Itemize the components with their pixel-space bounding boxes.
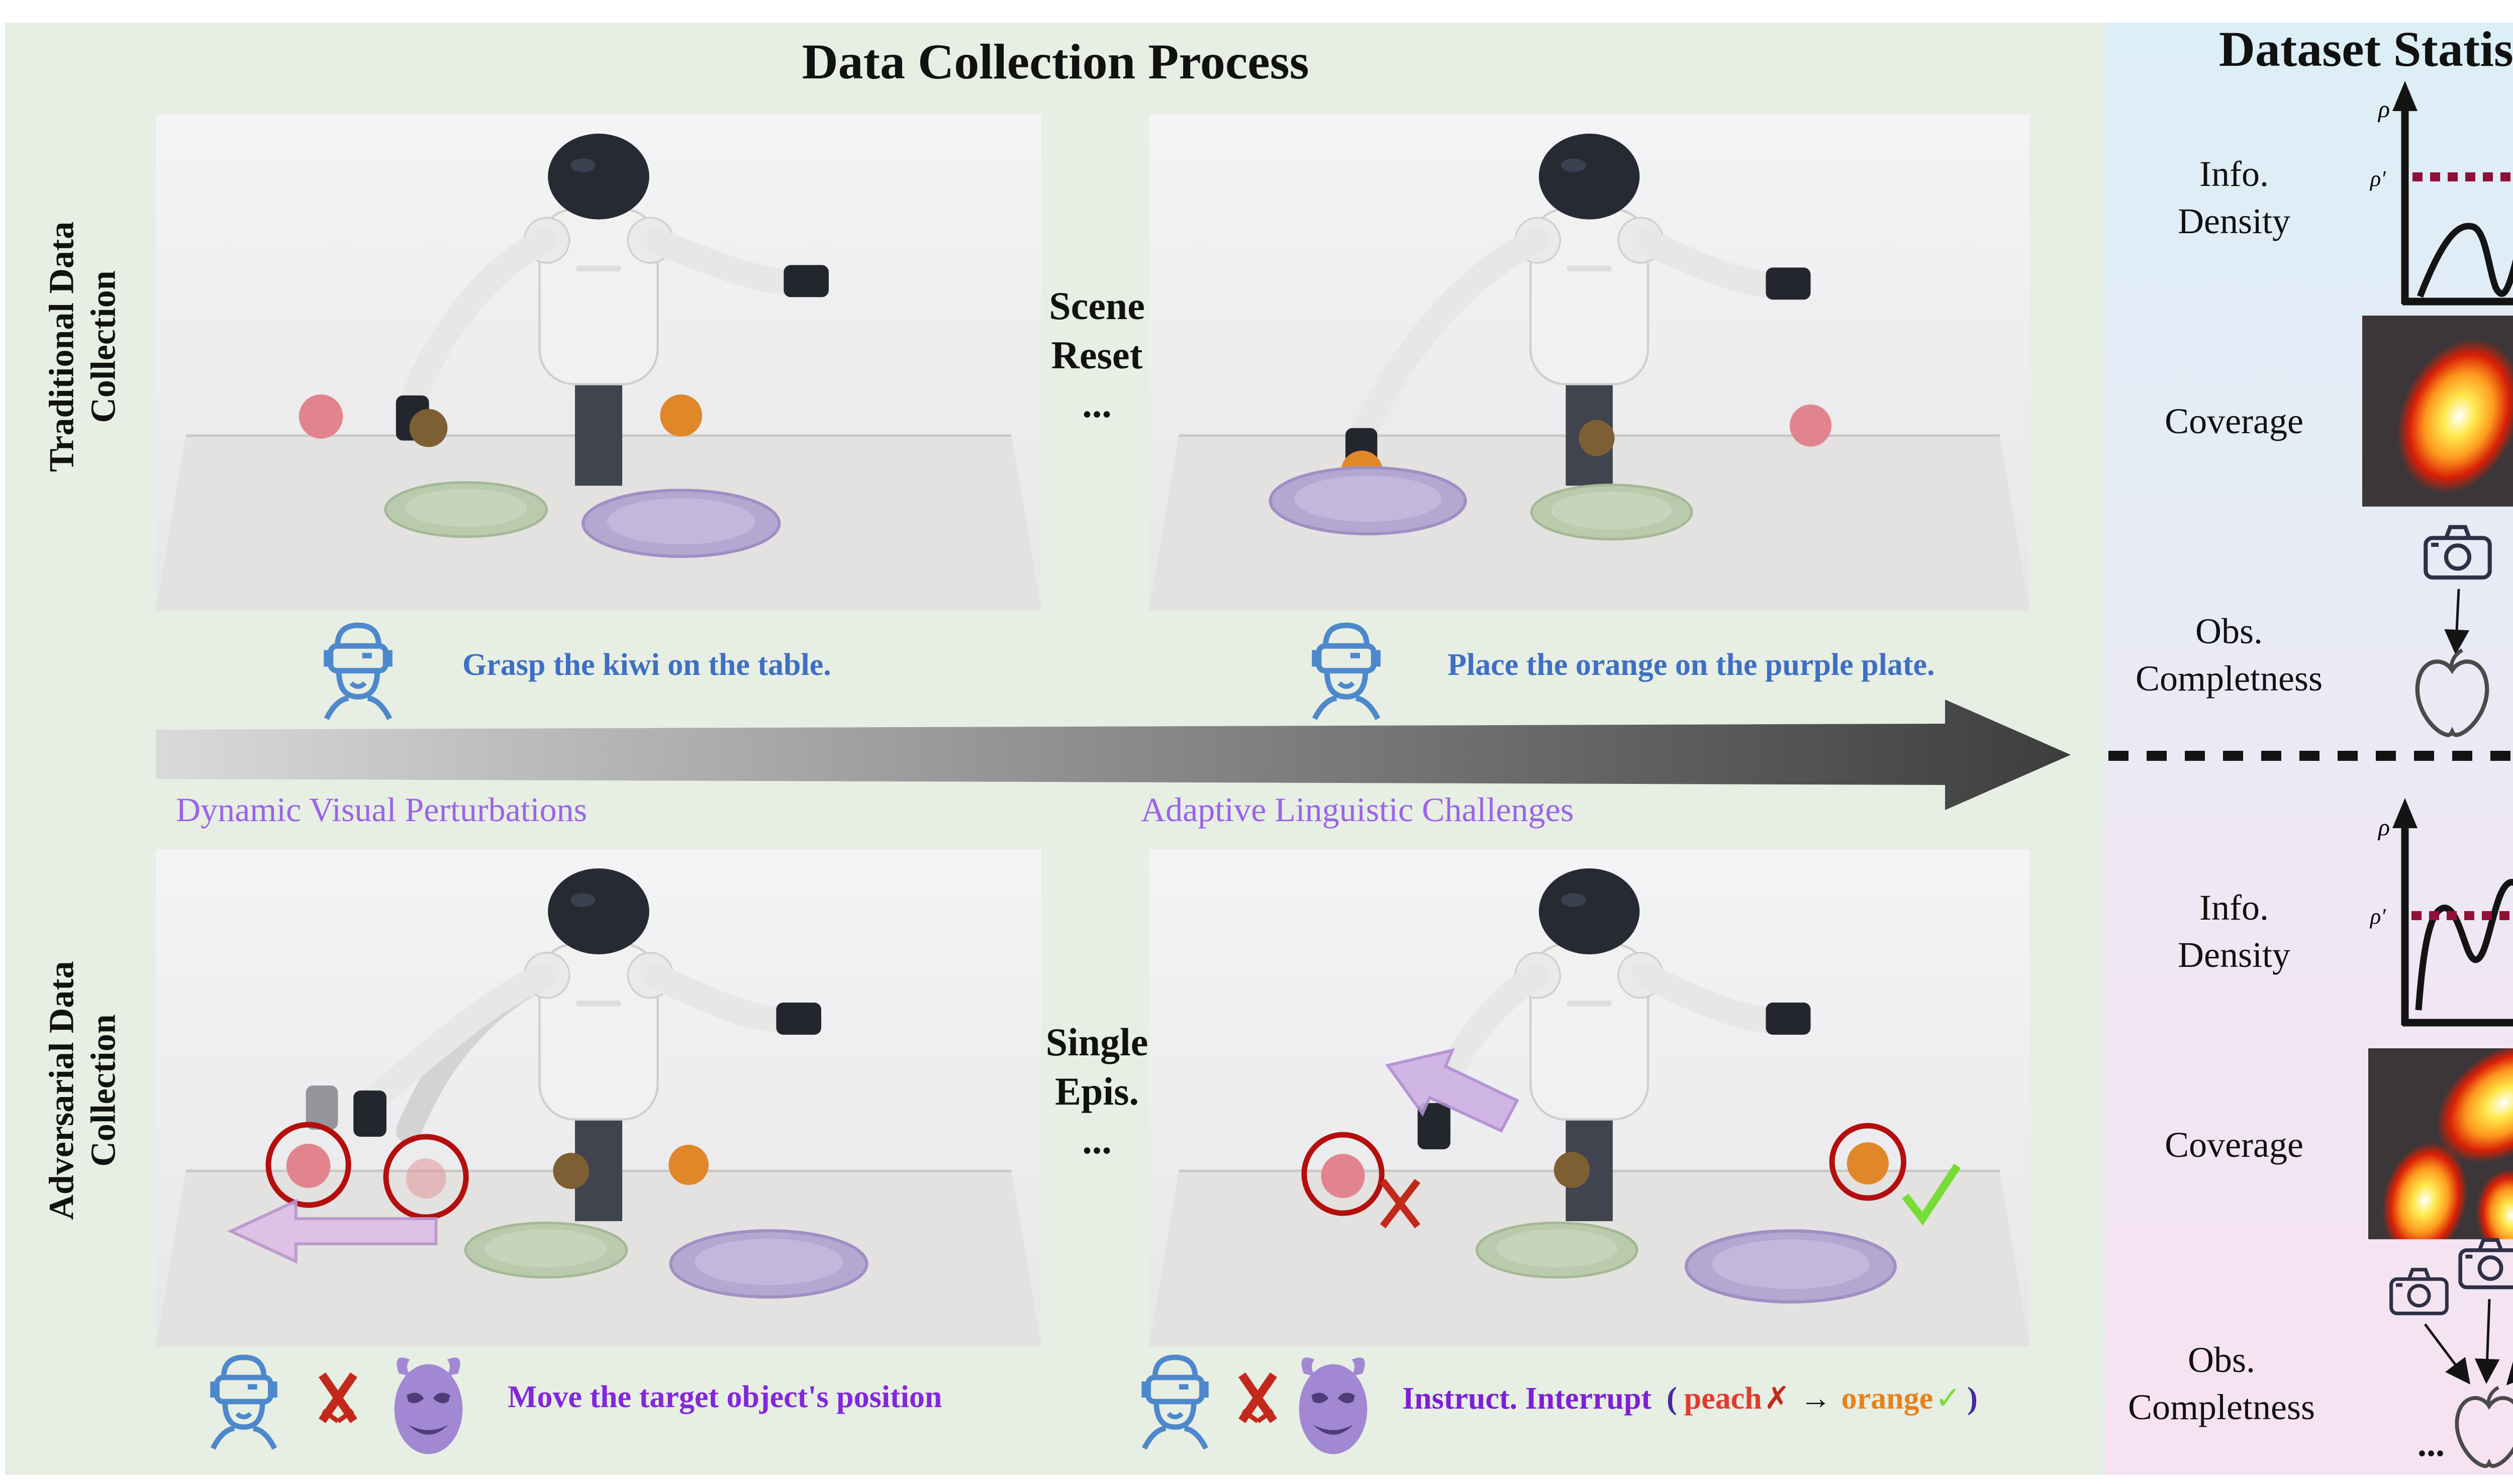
camera-icon xyxy=(2391,1269,2447,1313)
threshold-label: ρ′ xyxy=(2369,166,2386,191)
coverage-label-top: Coverage xyxy=(2165,401,2303,441)
cross-mark: ✗ xyxy=(1764,1379,1790,1416)
camera-icon xyxy=(2426,527,2489,577)
info-density-label-bottom: Info. Density xyxy=(2178,887,2290,975)
caption-place-orange: Place the orange on the purple plate. xyxy=(1447,648,1935,682)
adaptive-linguistic-challenges-heading: Adaptive Linguistic Challenges xyxy=(1141,790,1574,829)
scene-reset-note: Scene Reset ... xyxy=(1049,284,1145,426)
traditional-collection-label: Traditional Data Collection xyxy=(42,221,123,472)
info-density-plot-bottom: ρ ρ′ t xyxy=(2369,798,2513,1027)
more-cameras-ellipsis: ... xyxy=(2418,1424,2445,1464)
obs-completeness-label-top: Obs. Completness xyxy=(2136,611,2323,699)
devil-face-icon xyxy=(382,1347,475,1460)
threshold-label: ρ′ xyxy=(2369,904,2386,929)
photo-adversarial-linguistic-challenge xyxy=(1149,849,2029,1347)
apple-outline-icon xyxy=(2457,1388,2513,1466)
coverage-label-bottom: Coverage xyxy=(2165,1125,2303,1165)
arrow-glyph: → xyxy=(1800,1381,1831,1416)
apple-outline-icon xyxy=(2418,650,2487,735)
crossed-swords-icon xyxy=(1231,1364,1284,1432)
right-object-word: orange xyxy=(1841,1381,1934,1416)
single-episode-note: Single Epis. ... xyxy=(1045,1020,1148,1162)
paren-open: ( xyxy=(1666,1381,1677,1416)
info-density-label-top: Info. Density xyxy=(2178,154,2290,241)
process-title: Data Collection Process xyxy=(802,34,1309,89)
obs-completeness-diagram-top xyxy=(2362,518,2513,741)
y-axis-label: ρ xyxy=(2377,96,2390,123)
info-density-plot-top: ρ ρ′ t xyxy=(2369,81,2513,306)
vr-operator-icon xyxy=(204,1349,284,1450)
photo-adversarial-visual-perturbation xyxy=(156,849,1041,1347)
vr-operator-icon xyxy=(1135,1349,1215,1450)
devil-face-icon xyxy=(1287,1347,1380,1460)
obs-completeness-diagram-bottom: ... xyxy=(2342,1234,2513,1480)
photo-traditional-grasp-kiwi xyxy=(156,115,1041,611)
heat-blob xyxy=(2373,319,2513,507)
heat-blob xyxy=(2370,1133,2479,1239)
wrong-object-word: peach xyxy=(1684,1381,1762,1416)
paren-close: ) xyxy=(1967,1381,1978,1416)
caption-grasp-kiwi: Grasp the kiwi on the table. xyxy=(462,648,831,682)
interrupt-prefix: Instruct. Interrupt xyxy=(1402,1381,1652,1416)
coverage-heatmap-single-mode xyxy=(2362,316,2513,507)
dynamic-visual-perturbations-heading: Dynamic Visual Perturbations xyxy=(176,790,588,829)
caption-move-object: Move the target object's position xyxy=(508,1380,942,1414)
process-flow-arrow xyxy=(156,700,2071,810)
check-mark: ✓ xyxy=(1935,1379,1962,1416)
heat-blob xyxy=(2470,1164,2513,1239)
obs-completeness-label-bottom: Obs. Completness xyxy=(2128,1340,2315,1427)
y-axis-label: ρ xyxy=(2377,814,2390,841)
caption-instruct-interrupt: Instruct. Interrupt ( peach ✗ → orange ✓… xyxy=(1402,1379,1978,1417)
section-divider-dashed xyxy=(2108,751,2513,761)
adversarial-collection-label: Adversarial Data Collection xyxy=(42,961,123,1220)
camera-icon xyxy=(2460,1240,2513,1287)
crossed-swords-icon xyxy=(312,1364,364,1432)
stats-title: Dataset Statistics xyxy=(2218,21,2513,77)
photo-traditional-place-orange xyxy=(1149,115,2029,611)
coverage-heatmap-multi-mode xyxy=(2368,1048,2513,1239)
